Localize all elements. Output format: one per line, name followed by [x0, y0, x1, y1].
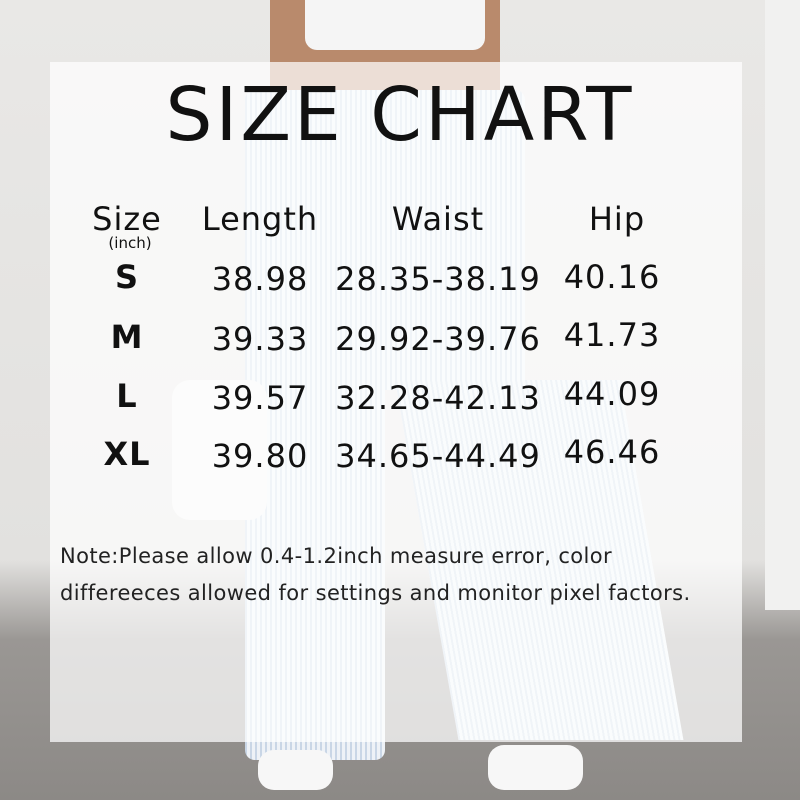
right-sneaker [488, 745, 583, 790]
note-line-2: differeeces allowed for settings and mon… [60, 581, 691, 605]
size-cell: XL [103, 435, 151, 473]
hip-cell: 46.46 [563, 433, 661, 471]
size-chart-panel [50, 62, 742, 742]
note-line-1: Note:Please allow 0.4-1.2inch measure er… [60, 544, 613, 568]
hip-cell: 44.09 [563, 375, 661, 413]
size-unit: (inch) [108, 234, 152, 252]
waist-cell: 34.65-44.49 [335, 437, 541, 475]
size-cell: L [116, 377, 138, 415]
size-cell: S [114, 258, 140, 296]
measurement-note: Note:Please allow 0.4-1.2inch measure er… [60, 538, 691, 612]
header-hip: Hip [588, 200, 646, 238]
length-cell: 39.57 [211, 379, 309, 417]
page-title: SIZE CHART [165, 72, 635, 158]
length-cell: 39.33 [211, 320, 309, 358]
hip-cell: 40.16 [563, 258, 661, 296]
size-cell: M [110, 318, 144, 356]
waist-cell: 29.92-39.76 [335, 320, 541, 358]
header-size: Size [92, 200, 162, 238]
hip-cell: 41.73 [563, 316, 661, 354]
header-length: Length [201, 200, 319, 238]
header-waist: Waist [391, 200, 485, 238]
length-cell: 38.98 [211, 260, 309, 298]
length-cell: 39.80 [211, 437, 309, 475]
crop-top [305, 0, 485, 50]
waist-cell: 32.28-42.13 [335, 379, 541, 417]
wall [765, 0, 800, 610]
waist-cell: 28.35-38.19 [335, 260, 541, 298]
left-sneaker [258, 750, 333, 790]
